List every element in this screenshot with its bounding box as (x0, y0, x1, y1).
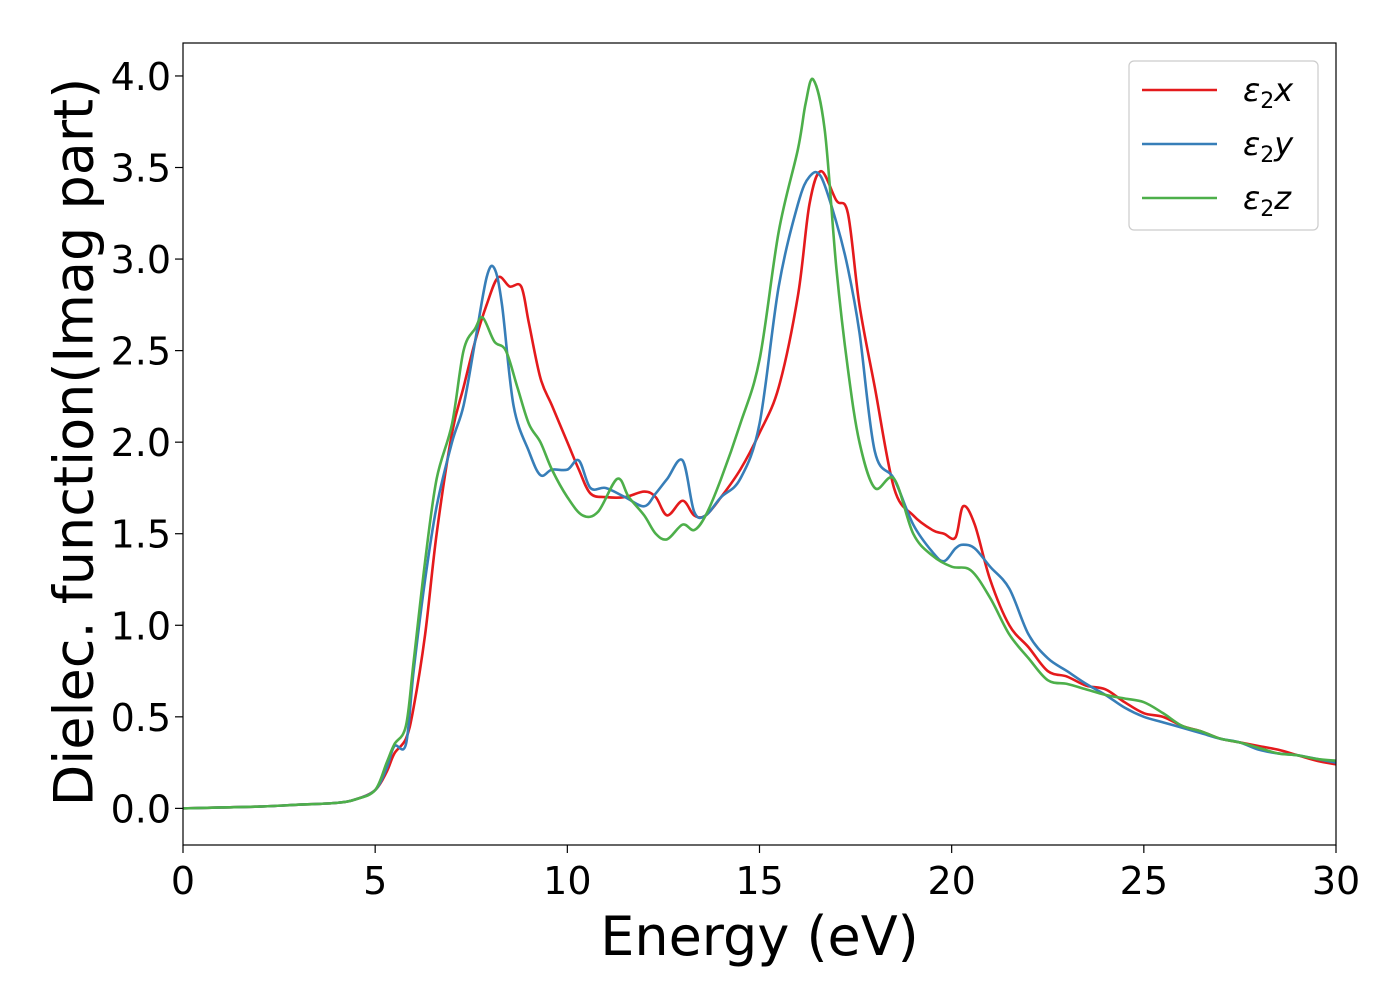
y-tick-label: 1.0 (111, 604, 171, 648)
y-tick-label: 2.0 (111, 421, 171, 465)
y-tick-label: 4.0 (111, 55, 171, 99)
y-tick-label: 0.0 (111, 787, 171, 831)
series-line-x (183, 169, 1336, 810)
y-tick-label: 3.5 (111, 147, 171, 191)
x-tick-label: 15 (735, 859, 783, 903)
x-tick-label: 25 (1120, 859, 1168, 903)
legend-label-y: ε2y (1243, 125, 1294, 168)
series-line-z (183, 77, 1336, 810)
y-tick-label: 3.0 (111, 238, 171, 282)
legend-label-z: ε2z (1243, 179, 1292, 222)
x-axis-label: Energy (eV) (600, 905, 919, 968)
y-tick-label: 2.5 (111, 330, 171, 374)
legend-box (1128, 60, 1319, 231)
x-tick-label: 5 (363, 859, 387, 903)
y-tick-label: 1.5 (111, 513, 171, 557)
y-tick-label: 0.5 (111, 696, 171, 740)
x-tick-label: 20 (927, 859, 975, 903)
axes: 0 5 10 15 20 25 30 0.0 0.5 1.0 1.5 2.0 2.5 3.0 3.5 4.0 (111, 42, 1360, 903)
legend: ε2x ε2y ε2z (1128, 60, 1319, 231)
plot-area (183, 77, 1336, 810)
y-axis-label: Dielec. function(Imag part) (43, 78, 106, 807)
x-tick-label: 30 (1312, 859, 1360, 903)
x-tick-label: 10 (543, 859, 591, 903)
legend-label-x: ε2x (1243, 71, 1294, 114)
x-tick-label: 0 (171, 859, 195, 903)
